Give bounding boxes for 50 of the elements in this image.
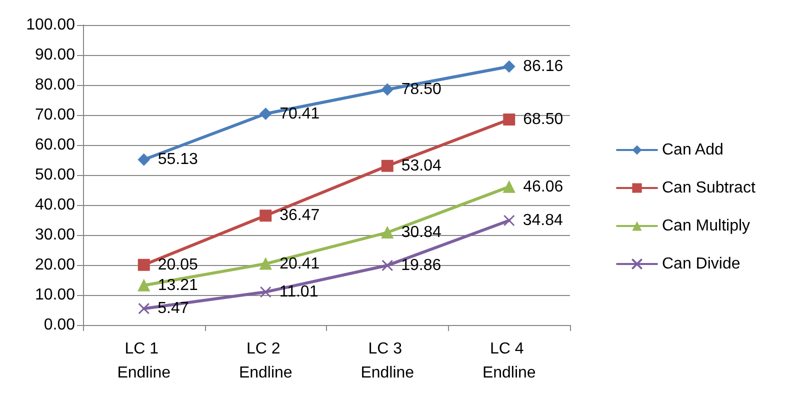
point (138, 302, 150, 314)
legend-label: Can Add (662, 142, 724, 158)
y-tick-label: 80.00 (34, 76, 76, 94)
data-label: 11.01 (279, 283, 318, 300)
data-label: 20.41 (280, 255, 320, 272)
point (503, 214, 515, 226)
x-tick-label: LC 4 Endline (482, 340, 536, 382)
point (381, 226, 394, 238)
x-tick-label: LC 1 Endline (117, 340, 171, 382)
point (138, 279, 150, 292)
y-tick-label: 100.00 (26, 16, 76, 34)
y-tick-label: 40.00 (34, 196, 76, 214)
legend-label: Can Subtract (662, 180, 756, 196)
point (138, 154, 150, 166)
data-label: 78.50 (401, 81, 442, 98)
y-tick-label: 90.00 (34, 46, 76, 64)
data-label: 13.21 (158, 276, 198, 294)
y-tick-label: 50.00 (34, 166, 76, 184)
data-label: 68.50 (523, 111, 564, 128)
data-label: 20.05 (158, 256, 198, 274)
legend-label: Can Multiply (662, 218, 750, 234)
point (260, 286, 272, 298)
data-label: 70.41 (280, 105, 320, 122)
y-tick-label: 0.00 (44, 316, 76, 334)
x-tick-label: LC 3 Endline (360, 340, 414, 382)
y-tick-label: 10.00 (34, 286, 76, 304)
point (260, 258, 272, 270)
x-tick-label: LC 2 Endline (238, 340, 292, 382)
data-label: 34.84 (522, 212, 564, 229)
point (138, 258, 150, 271)
data-label: 86.16 (523, 58, 564, 76)
data-label: 46.06 (523, 178, 564, 196)
data-label: 19.86 (401, 256, 442, 274)
y-tick-label: 20.00 (34, 256, 76, 274)
y-tick-label: 30.00 (34, 226, 76, 244)
point (382, 260, 394, 272)
data-label: 55.13 (158, 151, 198, 168)
point (260, 210, 272, 222)
point (503, 180, 516, 193)
y-tick-label: 70.00 (34, 106, 76, 124)
point (503, 114, 516, 126)
point (381, 160, 394, 172)
data-label: 30.84 (401, 224, 442, 241)
data-label: 36.47 (280, 207, 320, 224)
point (381, 84, 394, 96)
y-tick-label: 60.00 (34, 136, 76, 154)
data-label: 53.04 (401, 157, 442, 174)
point (260, 108, 272, 120)
point (503, 60, 516, 73)
legend-label: Can Divide (662, 256, 740, 272)
